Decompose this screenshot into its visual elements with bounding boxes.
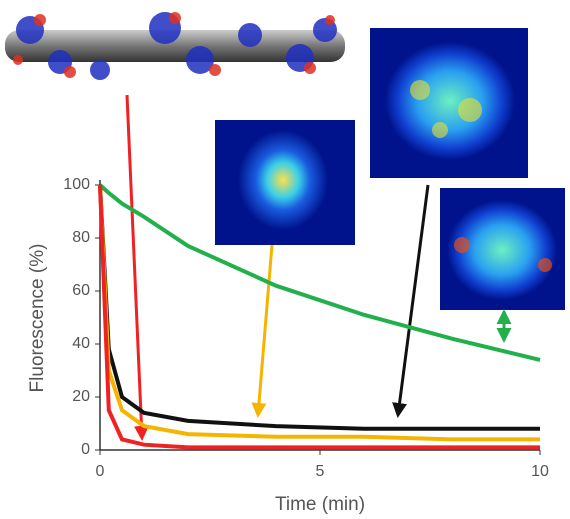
series-line xyxy=(98,184,540,450)
series-line xyxy=(98,184,540,431)
y-tick-label: 60 xyxy=(72,282,90,299)
series-line xyxy=(98,184,540,442)
series-line xyxy=(98,183,541,362)
x-axis-label: Time (min) xyxy=(275,494,365,515)
y-axis-label: Fluorescence (%) xyxy=(27,244,48,393)
inset-image xyxy=(440,188,565,310)
y-tick-label: 80 xyxy=(72,229,90,246)
y-tick-label: 40 xyxy=(72,335,90,352)
y-tick-label: 0 xyxy=(81,441,90,458)
y-tick-label: 20 xyxy=(72,388,90,405)
nanotube-image xyxy=(5,12,345,80)
x-tick-label: 5 xyxy=(316,463,325,480)
inset-image xyxy=(370,28,528,178)
x-tick-label: 10 xyxy=(531,463,549,480)
x-tick-label: 0 xyxy=(96,463,105,480)
arrows xyxy=(125,94,512,441)
inset-image xyxy=(215,120,355,245)
y-tick-label: 100 xyxy=(63,176,90,193)
